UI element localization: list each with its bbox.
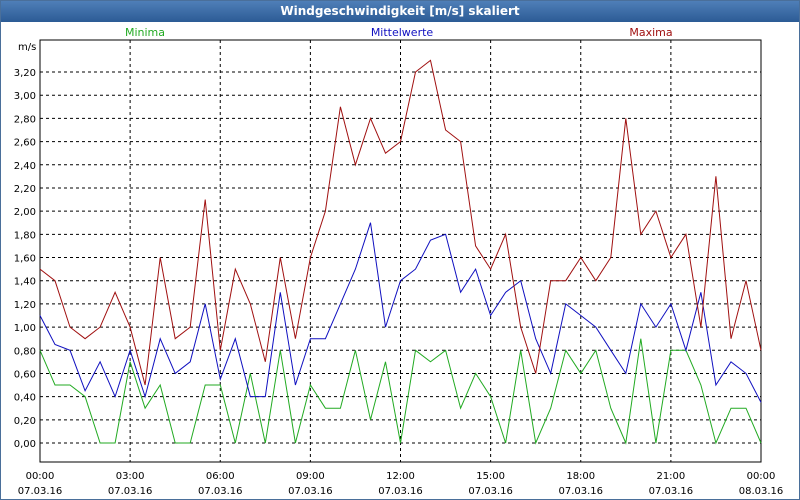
x-tick-time: 18:00 <box>566 471 595 482</box>
series-lines <box>39 59 762 445</box>
x-tick-time: 12:00 <box>386 471 415 482</box>
x-tick-time: 03:00 <box>116 471 145 482</box>
x-tick-date: 07.03.16 <box>108 486 153 497</box>
y-tick-label: 1,00 <box>14 323 36 334</box>
y-tick-label: 0,60 <box>14 369 36 380</box>
y-tick-label: 0,20 <box>14 416 36 427</box>
x-tick-date: 07.03.16 <box>198 486 243 497</box>
y-tick-label: 2,40 <box>14 161 36 172</box>
x-tick-time: 06:00 <box>206 471 235 482</box>
x-tick-date: 07.03.16 <box>468 486 513 497</box>
legend-maxima: Maxima <box>629 26 672 39</box>
x-tick-date: 07.03.16 <box>18 486 63 497</box>
y-tick-label: 3,00 <box>14 91 36 102</box>
x-tick-date: 07.03.16 <box>558 486 603 497</box>
y-tick-label: 0,40 <box>14 393 36 404</box>
x-tick-time: 09:00 <box>296 471 325 482</box>
y-tick-label: 1,80 <box>14 230 36 241</box>
y-tick-label: 1,20 <box>14 300 36 311</box>
x-tick-time: 21:00 <box>656 471 685 482</box>
legend-mittelwerte: Mittelwerte <box>371 26 434 39</box>
x-tick-time: 15:00 <box>476 471 505 482</box>
legend-minima: Minima <box>125 26 165 39</box>
x-tick-date: 07.03.16 <box>649 486 694 497</box>
y-tick-label: 0,00 <box>14 439 36 450</box>
series-line-maxima <box>39 59 762 386</box>
x-tick-time: 00:00 <box>747 471 776 482</box>
y-tick-label: 2,00 <box>14 207 36 218</box>
y-tick-label: 1,40 <box>14 277 36 288</box>
y-tick-label: 1,60 <box>14 254 36 265</box>
y-tick-label: 0,80 <box>14 346 36 357</box>
y-axis: 0,00 0,20 0,40 0,60 0,80 1,00 1,20 1,40 1,60 1,80… <box>14 68 36 450</box>
x-tick-date: 08.03.16 <box>739 486 784 497</box>
x-tick-date: 07.03.16 <box>378 486 423 497</box>
y-tick-label: 3,20 <box>14 68 36 79</box>
x-tick-time: 00:00 <box>26 471 55 482</box>
y-tick-label: 2,80 <box>14 114 36 125</box>
x-axis: 00:00 07.03.16 03:00 07.03.16 06:00 07.03.16 0… <box>18 471 784 497</box>
x-tick-date: 07.03.16 <box>288 486 333 497</box>
series-line-mittelwerte <box>39 222 762 403</box>
y-tick-label: 2,20 <box>14 184 36 195</box>
y-axis-label: m/s <box>18 42 36 53</box>
series-line-minima <box>39 338 762 445</box>
y-tick-label: 2,60 <box>14 138 36 149</box>
chart-title: Windgeschwindigkeit [m/s] skaliert <box>1 1 799 22</box>
